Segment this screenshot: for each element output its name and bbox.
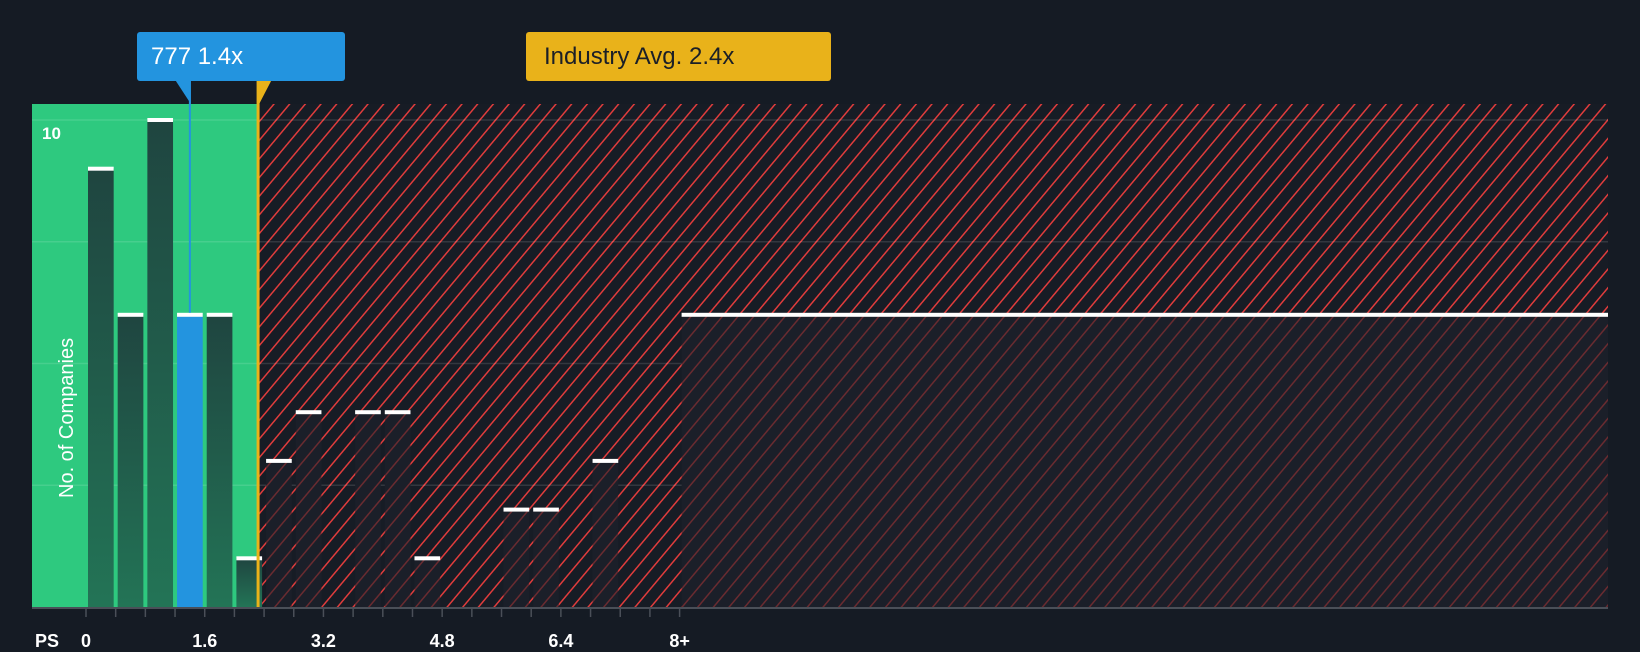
x-tick-label: 1.6 (192, 631, 218, 651)
x-tick-label: 4.8 (429, 631, 455, 651)
histogram-bar (147, 120, 174, 607)
histogram-bar (206, 314, 233, 607)
y-axis-title: No. of Companies (56, 337, 78, 498)
histogram-bar (88, 168, 114, 607)
histogram-bar (592, 460, 619, 607)
histogram-bar (355, 412, 381, 607)
y-tick-label-10: 10 (42, 124, 61, 143)
x-tick-label: 6.4 (548, 631, 574, 651)
company-callout: 777 1.4x (137, 32, 345, 81)
industry-callout-pointer (257, 81, 272, 108)
bar-cap (236, 556, 263, 561)
industry-callout-label: Industry Avg. 2.4x (544, 43, 735, 70)
highlighted-bar (177, 314, 203, 607)
histogram-bar (384, 412, 411, 607)
industry-callout: Industry Avg. 2.4x (526, 32, 831, 81)
x-tick-label: 0 (80, 631, 91, 651)
x-tick-label: 3.2 (310, 631, 336, 651)
histogram-bar (681, 314, 1608, 607)
bar-cap (147, 118, 174, 122)
bar-cap (533, 507, 559, 512)
bar-cap (88, 166, 114, 171)
bar-cap (681, 312, 1608, 317)
x-axis-title: PS (35, 631, 60, 651)
histogram-bar (503, 509, 530, 607)
histogram-bar (533, 509, 559, 607)
bar-cap (355, 410, 381, 415)
x-tick-label: 8+ (669, 631, 690, 651)
histogram-bar (414, 558, 441, 607)
histogram-bar (295, 412, 322, 607)
histogram-bar (117, 314, 144, 607)
bar-cap (295, 410, 322, 415)
bar-cap (592, 458, 619, 463)
bar-cap (117, 312, 144, 317)
company-callout-pointer (175, 81, 191, 104)
histogram-bar (266, 460, 292, 607)
bar-cap (266, 458, 292, 463)
bar-cap (206, 312, 233, 317)
company-callout-label: 777 1.4x (151, 43, 244, 70)
bar-cap (414, 556, 441, 561)
bar-cap (177, 312, 203, 317)
bar-cap (384, 410, 411, 415)
bar-cap (503, 507, 530, 512)
